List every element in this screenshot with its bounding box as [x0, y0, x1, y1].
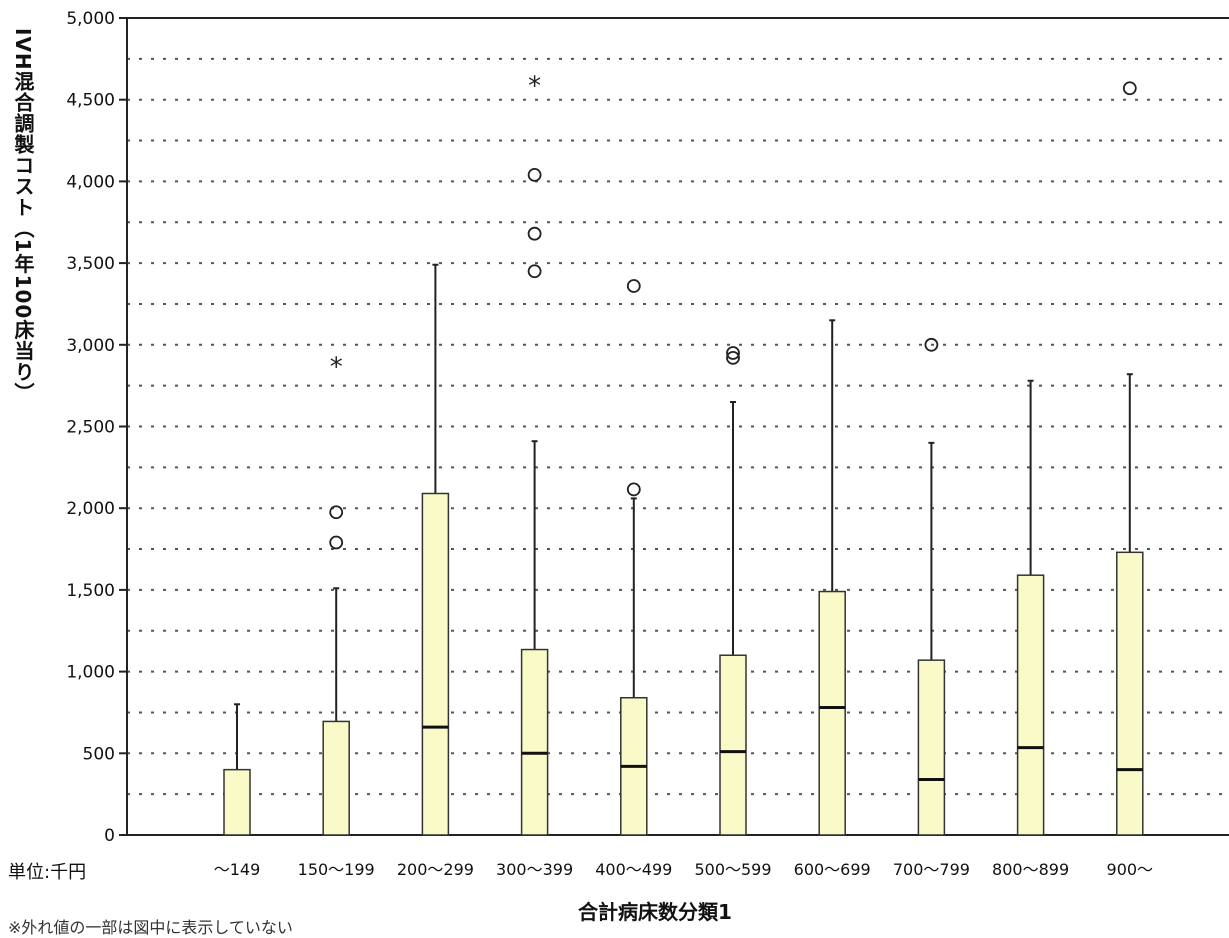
x-tick-label: 800～899: [992, 860, 1069, 879]
box-rect: [223, 768, 251, 836]
outlier-marker: [626, 482, 641, 497]
y-tick-label: 5,000: [66, 9, 115, 29]
box-rect: [917, 659, 946, 836]
outlier-marker: [329, 535, 344, 550]
y-tick-label: 3,000: [66, 336, 115, 356]
x-tick-label: 500～599: [694, 860, 771, 879]
box-rect: [1016, 574, 1045, 836]
y-tick-label: 3,500: [66, 254, 115, 274]
outlier-marker: [726, 346, 740, 360]
extreme-marker: *: [330, 352, 343, 382]
y-tick-label: 2,000: [66, 499, 115, 519]
x-tick-label: 700～799: [893, 860, 970, 879]
box-group: [223, 703, 251, 836]
box-group: [421, 263, 450, 836]
x-tick-label: 400～499: [595, 860, 672, 879]
y-axis-title: IVH混合調製コスト（1年100床当り）: [11, 28, 35, 404]
box-rect: [719, 654, 747, 836]
y-tick-label: 1,500: [66, 581, 115, 601]
box-group: [1116, 81, 1144, 836]
y-axis-title-container: IVH混合調製コスト（1年100床当り）: [8, 28, 40, 498]
unit-note: 単位:千円: [8, 862, 87, 883]
outlier-marker: [527, 264, 542, 279]
y-tick-label: 1,000: [66, 663, 115, 683]
outlier-marker: [924, 337, 939, 352]
box-group: *: [520, 71, 549, 836]
outlier-marker: [329, 505, 344, 520]
y-tick-label: 4,000: [66, 172, 115, 192]
box-rect: [1116, 551, 1144, 836]
box-group: [620, 279, 648, 836]
box-group: [818, 319, 846, 836]
extreme-marker: *: [528, 71, 541, 101]
y-tick-label: 2,500: [66, 418, 115, 438]
x-tick-label: ～149: [214, 860, 261, 879]
box-group: [1016, 379, 1045, 836]
x-tick-label: 600～699: [794, 860, 871, 879]
x-tick-label: 300～399: [496, 860, 573, 879]
x-tick-label: 900～: [1107, 860, 1154, 879]
outlier-marker: [1122, 81, 1137, 96]
box-rect: [421, 492, 450, 836]
outlier-marker: [527, 167, 542, 182]
y-tick-label: 500: [83, 744, 115, 764]
box-group: [719, 346, 747, 836]
box-rect: [520, 648, 549, 836]
outlier-marker: [626, 279, 641, 293]
box-rect: [322, 720, 350, 836]
footnote: ※外れ値の一部は図中に表示していない: [8, 918, 293, 937]
y-tick-label: 0: [104, 826, 115, 846]
x-tick-label: 150～199: [298, 860, 375, 879]
x-tick-label: 200～299: [397, 860, 474, 879]
outlier-marker: [726, 350, 740, 365]
x-axis-title: 合計病床数分類1: [578, 900, 732, 924]
y-tick-label: 4,500: [66, 91, 115, 111]
box-rect: [818, 590, 846, 836]
box-group: [917, 337, 946, 836]
box-group: *: [322, 352, 350, 836]
outlier-marker: [527, 226, 542, 241]
